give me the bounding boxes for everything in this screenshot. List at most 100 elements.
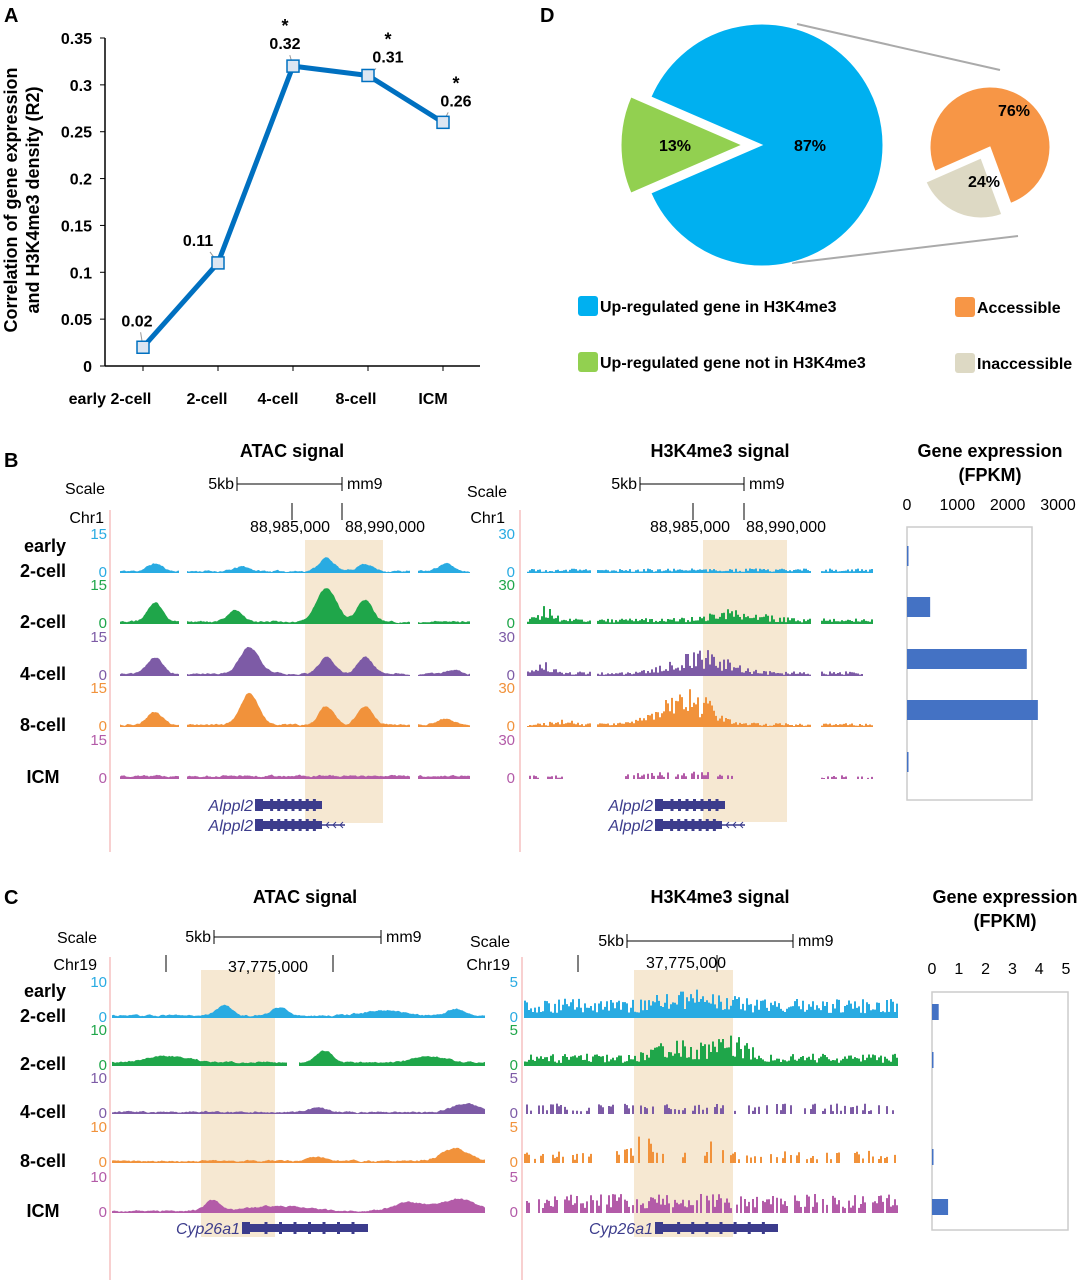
expression-bar <box>907 700 1038 720</box>
track-max-label: 30 <box>498 629 515 646</box>
pie-label: 24% <box>968 174 1000 191</box>
coordinate-label: 88,985,000 <box>650 519 730 536</box>
expression-title: (FPKM) <box>974 911 1037 931</box>
x-tick-label: 8-cell <box>336 391 377 408</box>
track-min-label: 0 <box>99 564 107 581</box>
track-max-label: 15 <box>90 732 107 749</box>
track-min-label: 0 <box>507 667 515 684</box>
signal-track-early-2-cell <box>112 1004 485 1018</box>
expression-bar <box>932 1004 939 1020</box>
track-min-label: 0 <box>99 1057 107 1074</box>
y-tick-label: 0.25 <box>61 125 92 142</box>
signal-track-2-cell <box>527 606 873 624</box>
expression-bar <box>932 1199 949 1215</box>
signal-track-ICM <box>529 771 873 779</box>
track-max-label: 5 <box>510 1169 518 1186</box>
gene-body <box>255 801 322 809</box>
expression-bar <box>907 752 909 772</box>
y-tick-label: 0.35 <box>61 31 92 48</box>
track-min-label: 0 <box>507 770 515 787</box>
gene-name: Alppl2 <box>608 798 654 815</box>
track-max-label: 5 <box>510 974 518 991</box>
track-max-label: 10 <box>90 1169 107 1186</box>
panel-label-a: A <box>4 5 18 27</box>
scale-kb-label: 5kb <box>185 929 211 946</box>
data-label: 0.32 <box>269 36 300 53</box>
strand-arrow <box>725 821 730 829</box>
legend-label: Up-regulated gene in H3K4me3 <box>600 299 837 316</box>
expression-plot-box <box>931 991 1069 1231</box>
track-min-label: 0 <box>507 615 515 632</box>
scale-label: Scale <box>65 481 105 498</box>
y-tick-label: 0.05 <box>61 312 92 329</box>
track-max-label: 10 <box>90 974 107 991</box>
chromosome-label: Chr1 <box>470 510 505 527</box>
legend-label: Inaccessible <box>977 356 1072 373</box>
connector-line <box>791 235 1019 264</box>
expression-tick-label: 3 <box>1008 961 1017 978</box>
gene-body <box>655 801 725 809</box>
significance-star: * <box>452 73 459 93</box>
gene-body <box>655 821 722 829</box>
pie-label: 87% <box>794 138 826 155</box>
chromosome-label: Chr19 <box>53 957 97 974</box>
expression-title: (FPKM) <box>959 465 1022 485</box>
signal-track-4-cell <box>112 1103 485 1114</box>
connector-line <box>796 23 1001 71</box>
row-label: 2-cell <box>20 1054 66 1074</box>
data-label: 0.26 <box>440 93 471 110</box>
track-max-label: 30 <box>498 577 515 594</box>
series-line <box>141 63 445 349</box>
coordinate-label: 88,990,000 <box>746 519 826 536</box>
data-point <box>361 68 375 83</box>
track-min-label: 0 <box>510 1154 518 1171</box>
track-min-label: 0 <box>99 718 107 735</box>
pie-slice-inaccessible <box>925 157 1003 219</box>
strand-arrow <box>739 821 744 829</box>
gene-body <box>655 1224 778 1232</box>
signal-track-ICM <box>112 1198 485 1213</box>
legend-label: Up-regulated gene not in H3K4me3 <box>600 355 866 372</box>
signal-track-8-cell <box>527 689 873 727</box>
track-max-label: 30 <box>498 680 515 697</box>
gene-name: Alppl2 <box>208 798 254 815</box>
expression-title: Gene expression <box>932 887 1077 907</box>
gene-body <box>242 1224 368 1232</box>
scale-label: Scale <box>467 484 507 501</box>
signal-track-2-cell <box>524 1035 898 1066</box>
expression-bar <box>907 597 931 617</box>
track-min-label: 0 <box>510 1105 518 1122</box>
x-tick-label: early 2-cell <box>69 391 152 408</box>
signal-track-4-cell <box>120 646 470 676</box>
signal-track-2-cell <box>120 588 470 624</box>
assembly-label: mm9 <box>749 476 785 493</box>
pie-slice-accessible <box>929 86 1051 204</box>
x-tick-label: 2-cell <box>187 391 228 408</box>
panel-label-b: B <box>4 450 18 472</box>
legend-swatch <box>955 297 975 317</box>
gene-name: Alppl2 <box>208 818 254 835</box>
data-point <box>211 256 225 270</box>
expression-tick-label: 3000 <box>1040 497 1076 514</box>
strand-arrow <box>325 821 330 829</box>
track-max-label: 5 <box>510 1119 518 1136</box>
signal-track-8-cell <box>120 692 470 727</box>
data-point <box>286 59 300 73</box>
highlight-region <box>305 540 383 823</box>
track-panel-title: H3K4me3 signal <box>650 441 789 461</box>
y-tick-label: 0.2 <box>70 172 92 189</box>
signal-track-early-2-cell <box>527 568 873 573</box>
track-min-label: 0 <box>510 1204 518 1221</box>
track-max-label: 5 <box>510 1070 518 1087</box>
row-label: 4-cell <box>20 1102 66 1122</box>
significance-star: * <box>281 16 288 36</box>
expression-tick-label: 0 <box>928 961 937 978</box>
signal-track-2-cell <box>112 1050 485 1066</box>
strand-arrow <box>732 821 737 829</box>
legend-swatch <box>578 352 598 372</box>
track-min-label: 0 <box>99 667 107 684</box>
track-min-label: 0 <box>99 1009 107 1026</box>
legend-label: Accessible <box>977 300 1061 317</box>
legend-swatch <box>955 353 975 373</box>
y-axis-label: and H3K4me3 density (R2) <box>23 86 43 313</box>
